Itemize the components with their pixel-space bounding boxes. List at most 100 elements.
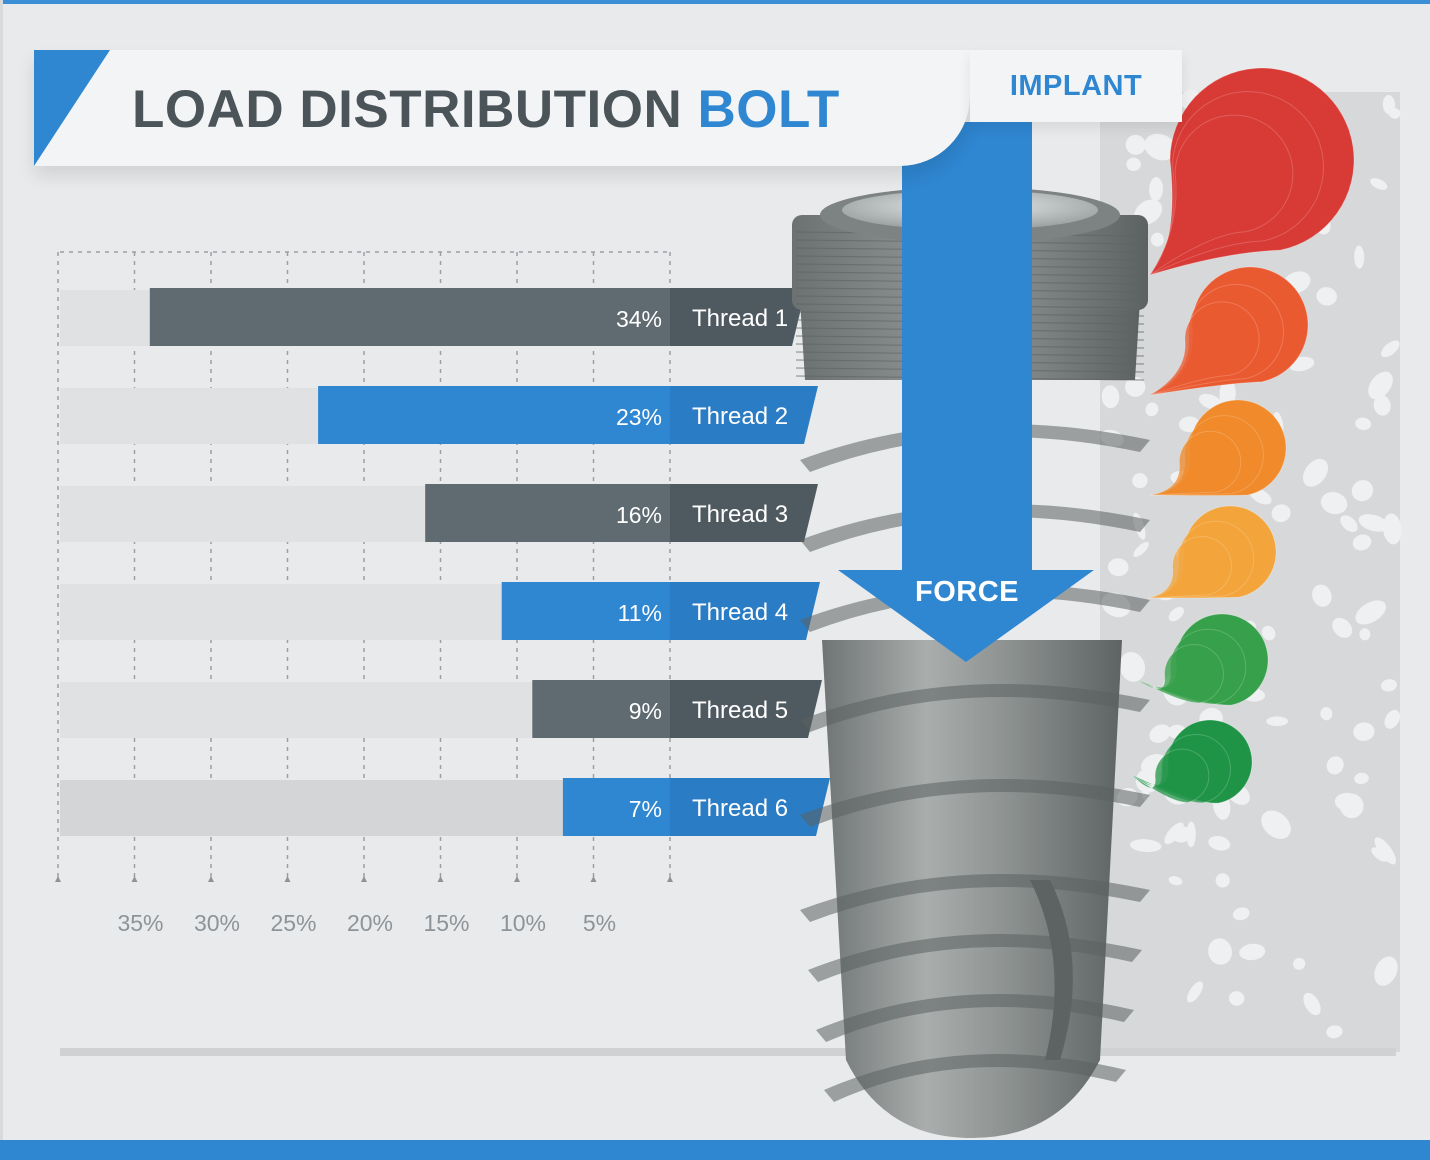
bar-category-label: Thread 4 [692,599,789,626]
bone-pore [1382,95,1396,115]
bone-pore [1215,873,1230,888]
x-tick-label: 25% [270,910,317,936]
bone-pore [1320,707,1333,721]
bar-category-label: Thread 5 [692,697,789,724]
bar [532,680,670,738]
bar-value-label: 23% [615,404,662,430]
bone-pore [1293,957,1306,970]
bone-pore [1351,480,1374,502]
grid-tick-mark [514,876,520,882]
x-tick-label: 35% [117,910,164,936]
grid-tick-mark [667,876,673,882]
bone-pore [1228,991,1245,1006]
title-banner [34,50,970,166]
bar-value-label: 16% [615,502,662,528]
bars [149,288,830,836]
bar-value-label: 7% [628,796,662,822]
bar [501,582,670,640]
bone-pore [1332,617,1353,638]
bone-pore [1353,722,1375,741]
bone-pore [1126,157,1141,172]
bone-pore [1373,395,1391,416]
x-tick-label: 15% [423,910,470,936]
bone-pore [1168,876,1183,886]
bone-pore [1271,504,1291,523]
page-title: LOAD DISTRIBUTION BOLT [132,78,840,142]
bone-pore [1101,385,1120,409]
bone-pore [1312,584,1332,607]
bottom-border [0,1140,1430,1160]
bone-pore [1125,376,1146,397]
left-border [0,0,3,1160]
bone-pore [1303,992,1321,1016]
bar-label-tab [670,778,830,836]
bone-pore [1334,792,1362,812]
bone-pore [1107,558,1129,577]
row-bands [60,290,670,836]
bone-pore [1186,821,1196,848]
chart-baseline [60,1048,1396,1056]
bone-pore [1340,515,1358,533]
implant-label: IMPLANT [970,50,1182,122]
bar [562,778,670,836]
title-accent-word: BOLT [697,80,840,139]
bone-pore [1133,541,1149,557]
bar [149,288,671,346]
stress-indicators [1131,67,1355,804]
top-border [0,0,1430,4]
bone-pore [1208,835,1231,851]
stress-drop [1131,748,1210,803]
bone-pore [1125,134,1146,155]
bone-pore [1168,607,1184,622]
grid-tick-mark [437,876,444,882]
grid-tick-mark [55,876,61,882]
bone-pore [1232,907,1250,921]
thread-groove [800,779,1150,827]
grid-tick-mark [361,876,367,882]
implant-screw [792,187,1150,1138]
bone-pore [1132,473,1148,489]
bone-pore [1352,534,1372,551]
bone-pore [1266,716,1289,727]
bar-label-tab [670,582,820,640]
bar-value-label: 9% [628,698,662,724]
bar [425,484,670,542]
bone-pore [1208,938,1232,965]
bar-value-label: 11% [617,600,662,626]
thread-groove [800,684,1150,732]
bone-pore [1359,628,1371,641]
bar-label-tab [670,386,818,444]
x-tick-label: 20% [346,910,394,936]
bone-pore [1358,514,1389,532]
stress-drop [1149,301,1260,396]
thread-groove [800,424,1150,472]
bar-category-label: Thread 2 [692,403,789,430]
bone-pore [1316,287,1338,306]
bar-label-tab [670,288,806,346]
bar-category-label: Thread 6 [692,795,789,822]
bone-pore [1261,810,1291,839]
bar-label-tab [670,484,818,542]
chart-grid [55,251,673,882]
bone-pore [1150,232,1164,247]
stress-drop [1149,430,1242,496]
bone-pore [1261,625,1276,641]
bone-pore [1355,600,1387,625]
bone-pore [1145,402,1159,417]
bar-label-tab [670,680,822,738]
bar-category-label: Thread 1 [692,305,789,332]
bone-pore [1129,839,1162,853]
bone-pore [1374,837,1397,865]
stress-drop [1147,536,1232,599]
thread-groove [800,504,1150,552]
bone-pore [1381,679,1397,692]
grid-tick-mark [284,876,291,882]
bone-pore [1374,956,1398,986]
bone-pore [1119,651,1146,682]
bar [318,386,670,444]
bone-pore [1354,245,1365,269]
title-main: LOAD DISTRIBUTION [132,80,683,139]
bone-pore [1355,417,1372,431]
bone-pore [1149,724,1171,743]
